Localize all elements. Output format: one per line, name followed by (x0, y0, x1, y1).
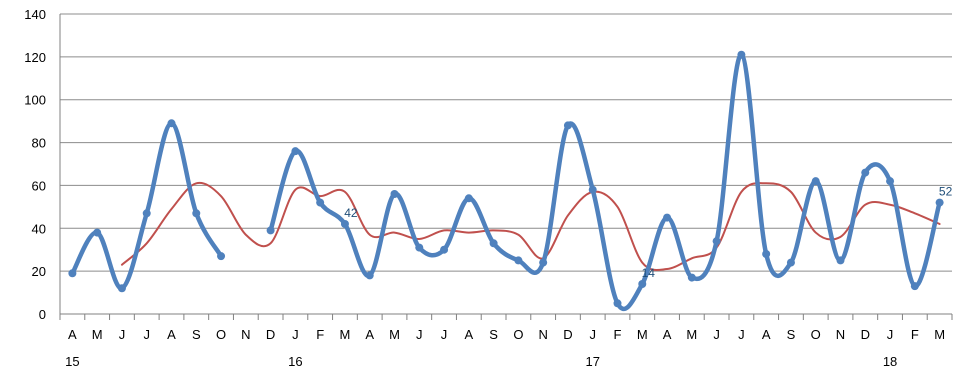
x-tick-label: S (192, 327, 201, 342)
x-tick-label: F (614, 327, 622, 342)
data-point (563, 121, 572, 130)
x-tick-label: O (216, 327, 226, 342)
x-tick-label: O (513, 327, 523, 342)
y-tick-label: 80 (32, 136, 46, 151)
x-tick-label: N (836, 327, 845, 342)
x-tick-label: J (441, 327, 448, 342)
year-label: 18 (883, 354, 897, 369)
x-tick-label: J (143, 327, 150, 342)
data-point (663, 213, 672, 222)
data-label: 14 (642, 266, 656, 280)
x-tick-label: M (637, 327, 648, 342)
series-trend-line (120, 181, 941, 272)
x-tick-label: F (316, 327, 324, 342)
data-point (415, 243, 424, 252)
x-tick-label: J (738, 327, 745, 342)
data-point (117, 284, 126, 293)
x-tick-label: A (167, 327, 176, 342)
x-tick-label: D (861, 327, 870, 342)
x-tick-label: O (811, 327, 821, 342)
data-point (737, 50, 746, 59)
data-point (861, 168, 870, 177)
data-label: 52 (939, 185, 953, 199)
data-point (786, 258, 795, 267)
data-point (291, 147, 300, 156)
x-tick-label: A (464, 327, 473, 342)
y-tick-label: 140 (24, 7, 46, 22)
gridlines (59, 13, 952, 315)
x-tick-label: J (887, 327, 894, 342)
data-point (910, 282, 919, 291)
data-point (613, 299, 622, 308)
x-tick-label: S (787, 327, 796, 342)
data-point (266, 226, 275, 235)
data-labels: 42 14 52 (344, 185, 952, 280)
x-tick-label: A (762, 327, 771, 342)
x-tick-label: M (92, 327, 103, 342)
data-point (365, 271, 374, 280)
y-tick-label: 60 (32, 178, 46, 193)
data-point (836, 256, 845, 265)
x-tick-label: N (241, 327, 250, 342)
x-tick-label: A (68, 327, 77, 342)
x-tick-label: M (934, 327, 945, 342)
data-point (316, 198, 325, 207)
y-tick-label: 0 (39, 307, 46, 322)
y-axis-ticks: 0 20 40 60 80 100 120 140 (24, 7, 46, 322)
data-point (340, 220, 349, 228)
data-point (811, 177, 820, 186)
data-point (93, 228, 102, 237)
x-tick-label: J (416, 327, 423, 342)
x-tick-label: D (563, 327, 572, 342)
x-tick-label: N (538, 327, 547, 342)
data-point (167, 119, 176, 128)
x-axis-ticks: A M J J A S O N D J F M A M J J A S O N D J F M A M J J A S O N D J F M15 16… (59, 314, 953, 369)
data-point (588, 185, 597, 194)
y-tick-label: 100 (24, 93, 46, 108)
year-label: 16 (288, 354, 302, 369)
data-point (638, 280, 647, 288)
data-point (192, 209, 201, 218)
data-point (712, 237, 721, 246)
data-point (440, 245, 449, 254)
x-tick-label: M (389, 327, 400, 342)
y-tick-label: 120 (24, 50, 46, 65)
data-point (762, 250, 771, 258)
data-point (142, 209, 151, 218)
x-tick-label: J (713, 327, 720, 342)
data-point (390, 190, 399, 198)
data-point (217, 252, 226, 261)
y-tick-label: 40 (32, 221, 46, 236)
data-point (464, 194, 473, 203)
data-point (514, 256, 523, 265)
x-tick-label: M (340, 327, 351, 342)
data-point (489, 239, 498, 248)
year-label: 15 (65, 354, 79, 369)
series-lines (68, 50, 944, 312)
x-tick-label: A (663, 327, 672, 342)
x-tick-label: M (686, 327, 697, 342)
x-tick-label: D (266, 327, 275, 342)
year-label: 17 (585, 354, 599, 369)
x-tick-label: A (365, 327, 374, 342)
y-tick-label: 20 (32, 264, 46, 279)
data-point (539, 258, 548, 267)
x-tick-label: F (911, 327, 919, 342)
data-point (687, 273, 696, 282)
x-tick-label: J (119, 327, 126, 342)
data-label: 42 (344, 206, 358, 220)
series-main-line (70, 121, 224, 291)
data-point (886, 177, 895, 186)
x-tick-label: J (292, 327, 299, 342)
data-point (935, 198, 944, 207)
x-tick-label: J (589, 327, 596, 342)
data-point (68, 269, 77, 278)
x-tick-label: S (489, 327, 498, 342)
